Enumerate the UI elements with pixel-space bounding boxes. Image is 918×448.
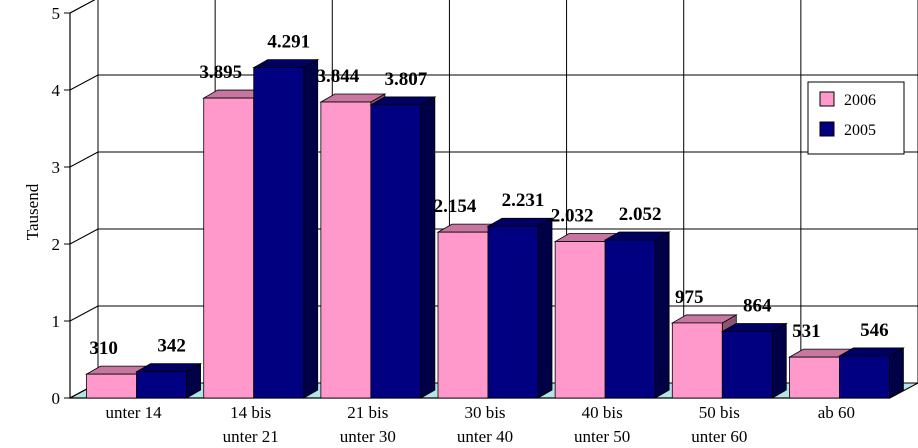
bar-2005-1 (252, 58, 320, 399)
grid-diagonal (69, 228, 99, 245)
data-labels: 310 342 3.895 4.291 3.844 3.807 2.154 2.231 2.03… (89, 32, 888, 360)
x-category-label: 21 bis (347, 403, 388, 422)
data-label: 2.154 (434, 196, 477, 217)
x-category-label: unter 40 (457, 427, 513, 446)
data-label: 975 (675, 287, 704, 308)
data-label: 342 (157, 336, 186, 357)
x-category-label: 40 bis (582, 403, 623, 422)
legend-swatch (819, 91, 835, 107)
x-category-labels: unter 14 14 bis unter 21 21 bis unter 30 30 b… (105, 403, 855, 446)
bar-2005-2 (369, 96, 437, 399)
x-category-label: unter 30 (340, 427, 396, 446)
legend-label: 2006 (844, 92, 876, 109)
bar-2005-0 (135, 362, 203, 399)
y-tick-label: 4 (52, 81, 61, 100)
x-category-label: 14 bis (230, 403, 271, 422)
data-label: 2.032 (551, 206, 594, 227)
data-label: 2.052 (619, 204, 662, 225)
x-category-label: 30 bis (464, 403, 505, 422)
x-category-label: unter 14 (105, 403, 162, 422)
y-tick-label: 2 (52, 235, 61, 254)
y-tick-label: 0 (52, 389, 61, 408)
x-category-label: unter 50 (574, 427, 630, 446)
y-axis-label: Tausend (23, 183, 42, 240)
y-tick-label: 1 (52, 312, 61, 331)
bar-2005-5 (720, 322, 788, 399)
x-category-label: 50 bis (699, 403, 740, 422)
data-label: 3.844 (316, 66, 359, 87)
y-tick-label: 3 (52, 158, 61, 177)
legend-label: 2005 (844, 122, 876, 139)
x-category-label: unter 60 (691, 427, 747, 446)
bar-2005-4 (603, 231, 671, 399)
grid-diagonal (69, 305, 99, 322)
grid-diagonal (69, 151, 99, 168)
y-tick-label: 5 (52, 4, 61, 23)
y-tick-labels: 0 1 2 3 4 5 (52, 4, 61, 408)
x-category-label: ab 60 (818, 403, 855, 422)
bar-2005-3 (486, 217, 554, 399)
data-label: 310 (89, 338, 118, 359)
bar-2005-6 (837, 347, 905, 399)
data-label: 4.291 (267, 32, 310, 53)
grid-diagonal (69, 74, 99, 91)
legend-swatch (819, 121, 835, 137)
data-label: 546 (860, 320, 889, 341)
data-label: 531 (792, 321, 821, 342)
bars (85, 58, 905, 399)
x-category-label: unter 21 (223, 427, 279, 446)
data-label: 3.807 (384, 69, 427, 90)
data-label: 2.231 (502, 190, 545, 211)
data-label: 864 (743, 295, 772, 316)
legend: 2006 2005 (807, 81, 905, 155)
data-label: 3.895 (199, 62, 242, 83)
